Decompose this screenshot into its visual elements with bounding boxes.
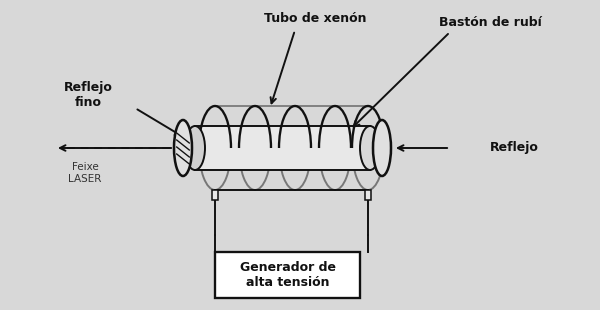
Text: Feixe
LASER: Feixe LASER — [68, 162, 101, 184]
FancyBboxPatch shape — [215, 252, 360, 298]
Text: Reflejo
fino: Reflejo fino — [64, 81, 112, 109]
Text: Generador de
alta tensión: Generador de alta tensión — [239, 261, 335, 289]
Ellipse shape — [174, 120, 192, 176]
Text: Tubo de xenón: Tubo de xenón — [264, 11, 366, 24]
Ellipse shape — [360, 126, 380, 170]
Ellipse shape — [185, 126, 205, 170]
Bar — [195, 126, 370, 170]
Text: Bastón de rubí: Bastón de rubí — [439, 16, 541, 29]
Ellipse shape — [373, 120, 391, 176]
Bar — [212, 190, 218, 200]
Text: Reflejo: Reflejo — [490, 141, 539, 154]
Bar — [365, 190, 371, 200]
